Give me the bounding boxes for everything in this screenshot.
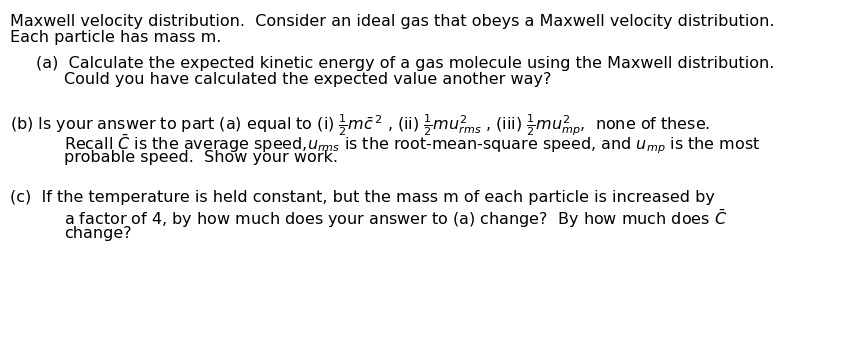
Text: a factor of 4, by how much does your answer to (a) change?  By how much does $\b: a factor of 4, by how much does your ans… (64, 208, 728, 230)
Text: (a)  Calculate the expected kinetic energy of a gas molecule using the Maxwell d: (a) Calculate the expected kinetic energ… (36, 56, 775, 71)
Text: Could you have calculated the expected value another way?: Could you have calculated the expected v… (64, 72, 551, 87)
Text: Maxwell velocity distribution.  Consider an ideal gas that obeys a Maxwell veloc: Maxwell velocity distribution. Consider … (10, 14, 775, 29)
Text: change?: change? (64, 226, 132, 241)
Text: (c)  If the temperature is held constant, but the mass m of each particle is inc: (c) If the temperature is held constant,… (10, 190, 715, 205)
Text: Recall $\bar{C}$ is the average speed,$u_{rms}$ is the root-mean-square speed, a: Recall $\bar{C}$ is the average speed,$u… (64, 132, 761, 156)
Text: (b) Is your answer to part (a) equal to (i) $\frac{1}{2}m\bar{c}^{\,2}$ , (ii) $: (b) Is your answer to part (a) equal to … (10, 112, 710, 138)
Text: probable speed.  Show your work.: probable speed. Show your work. (64, 150, 338, 165)
Text: Each particle has mass m.: Each particle has mass m. (10, 30, 222, 45)
